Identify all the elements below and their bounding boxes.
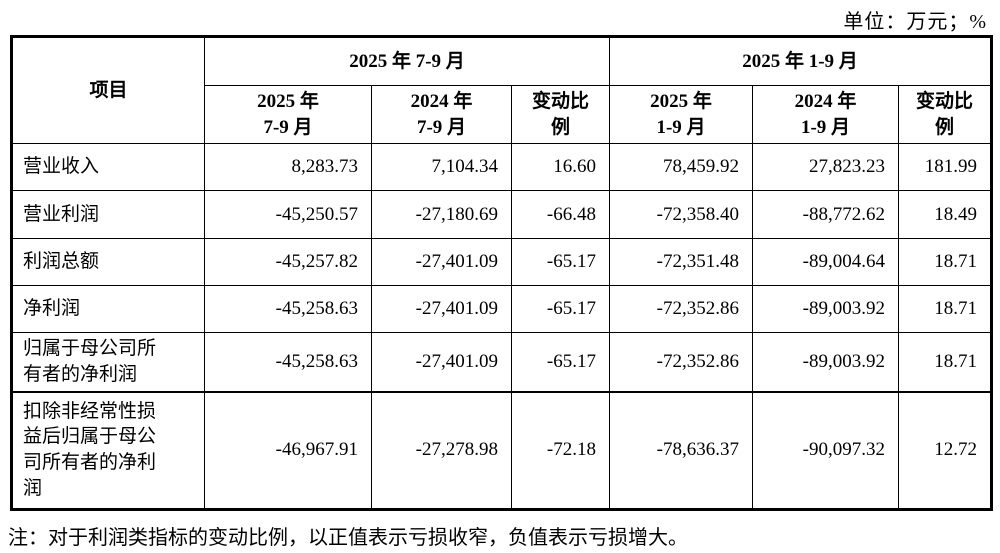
value-cell: -27,401.09 [371, 285, 512, 333]
value-cell: 12.72 [897, 390, 993, 510]
value-cell: -45,258.63 [204, 332, 372, 392]
value-cell: -72,352.86 [609, 285, 753, 333]
table-row-operating-profit: 营业利润 -45,250.57 -27,180.69 -66.48 -72,35… [11, 190, 993, 239]
column-header-change-q3: 变动比 例 [511, 85, 610, 144]
column-header-2024-q3: 2024 年 7-9 月 [371, 85, 512, 144]
value-cell: -78,636.37 [609, 390, 753, 510]
group-header-q3: 2025 年 7-9 月 [204, 36, 610, 86]
value-cell: 18.71 [897, 332, 993, 392]
value-cell: -45,257.82 [204, 238, 372, 286]
value-cell: -66.48 [511, 190, 610, 239]
column-header-2024-9m: 2024 年 1-9 月 [752, 85, 899, 144]
value-cell: -27,401.09 [371, 332, 512, 392]
value-cell: -45,250.57 [204, 190, 372, 239]
financial-table: 项目 2025 年 7-9 月 2025 年 1-9 月 2025 年 7-9 … [10, 35, 994, 511]
table-row-net-profit-parent-excl-nonrecurring: 扣除非经常性损 益后归属于母公 司所有者的净利 润 -46,967.91 -27… [11, 390, 993, 510]
value-cell: -65.17 [511, 332, 610, 392]
value-cell: -27,180.69 [371, 190, 512, 239]
value-cell: -89,003.92 [752, 285, 899, 333]
value-cell: -89,004.64 [752, 238, 899, 286]
table-row-operating-revenue: 营业收入 8,283.73 7,104.34 16.60 78,459.92 2… [11, 143, 993, 191]
value-cell: 18.71 [897, 285, 993, 333]
value-cell: -72,358.40 [609, 190, 753, 239]
value-cell: -88,772.62 [752, 190, 899, 239]
value-cell: -90,097.32 [752, 390, 899, 510]
column-header-2025-9m: 2025 年 1-9 月 [609, 85, 753, 144]
footnote: 注：对于利润类指标的变动比例，以正值表示亏损收窄，负值表示亏损增大。 [8, 527, 688, 549]
value-cell: 8,283.73 [204, 143, 372, 191]
value-cell: -65.17 [511, 285, 610, 333]
value-cell: 18.71 [897, 238, 993, 286]
value-cell: -89,003.92 [752, 332, 899, 392]
table-row-total-profit: 利润总额 -45,257.82 -27,401.09 -65.17 -72,35… [11, 238, 993, 286]
column-header-change-9m: 变动比 例 [897, 85, 993, 144]
group-header-row: 项目 2025 年 7-9 月 2025 年 1-9 月 [11, 36, 993, 144]
value-cell: 16.60 [511, 143, 610, 191]
value-cell: -27,278.98 [371, 390, 512, 510]
value-cell: 7,104.34 [371, 143, 512, 191]
group-header-9m: 2025 年 1-9 月 [608, 36, 993, 86]
value-cell: 181.99 [897, 143, 993, 191]
row-label: 扣除非经常性损 益后归属于母公 司所有者的净利 润 [11, 390, 205, 510]
table-row-net-profit: 净利润 -45,258.63 -27,401.09 -65.17 -72,352… [11, 285, 993, 333]
value-cell: -72,352.86 [609, 332, 753, 392]
value-cell: 78,459.92 [609, 143, 753, 191]
value-cell: 18.49 [897, 190, 993, 239]
column-header-2025-q3: 2025 年 7-9 月 [204, 85, 372, 144]
value-cell: -72.18 [511, 390, 610, 510]
row-label: 营业收入 [11, 143, 205, 191]
value-cell: -72,351.48 [609, 238, 753, 286]
row-label: 归属于母公司所 有者的净利润 [11, 332, 205, 392]
table-row-net-profit-parent: 归属于母公司所 有者的净利润 -45,258.63 -27,401.09 -65… [11, 332, 993, 392]
value-cell: -65.17 [511, 238, 610, 286]
column-header-item: 项目 [11, 36, 205, 144]
value-cell: -45,258.63 [204, 285, 372, 333]
row-label: 营业利润 [11, 190, 205, 239]
row-label: 利润总额 [11, 238, 205, 286]
value-cell: -27,401.09 [371, 238, 512, 286]
value-cell: 27,823.23 [752, 143, 899, 191]
row-label: 净利润 [11, 285, 205, 333]
unit-label: 单位：万元；% [843, 11, 987, 33]
value-cell: -46,967.91 [204, 390, 372, 510]
